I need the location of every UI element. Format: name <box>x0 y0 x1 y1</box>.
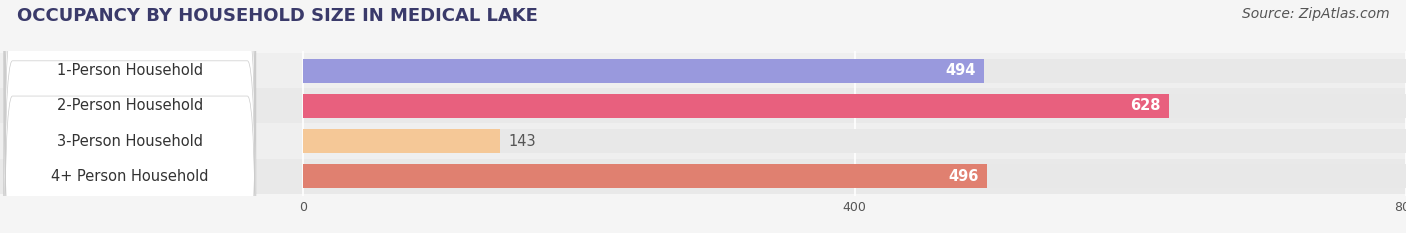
Bar <box>304 94 1168 118</box>
Bar <box>304 59 1406 83</box>
Text: 4+ Person Household: 4+ Person Household <box>51 169 208 184</box>
Text: 3-Person Household: 3-Person Household <box>56 134 202 149</box>
Text: 494: 494 <box>946 63 976 78</box>
Text: 1-Person Household: 1-Person Household <box>56 63 202 78</box>
Bar <box>304 94 1406 118</box>
Text: 2-Person Household: 2-Person Household <box>56 98 202 113</box>
Bar <box>304 164 987 188</box>
Bar <box>304 129 1406 153</box>
Text: OCCUPANCY BY HOUSEHOLD SIZE IN MEDICAL LAKE: OCCUPANCY BY HOUSEHOLD SIZE IN MEDICAL L… <box>17 7 537 25</box>
FancyBboxPatch shape <box>4 0 256 202</box>
Text: 496: 496 <box>948 169 979 184</box>
Bar <box>304 59 984 83</box>
Bar <box>304 164 1406 188</box>
Bar <box>0 159 1406 194</box>
Text: 143: 143 <box>509 134 536 149</box>
Bar <box>0 53 1406 88</box>
Text: Source: ZipAtlas.com: Source: ZipAtlas.com <box>1241 7 1389 21</box>
Bar <box>0 123 1406 159</box>
Text: 628: 628 <box>1130 98 1160 113</box>
Bar <box>0 88 1406 123</box>
FancyBboxPatch shape <box>4 0 256 233</box>
FancyBboxPatch shape <box>4 45 256 233</box>
FancyBboxPatch shape <box>4 10 256 233</box>
Bar <box>304 129 501 153</box>
